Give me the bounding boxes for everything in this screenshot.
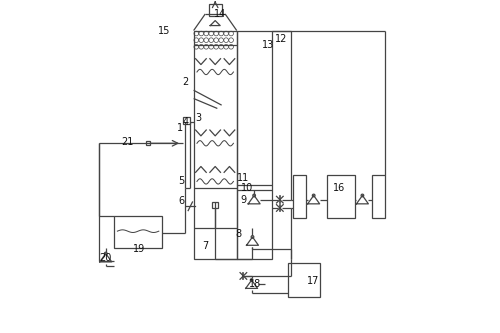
Text: 10: 10 xyxy=(240,183,253,193)
Bar xyxy=(372,175,385,218)
Bar xyxy=(208,4,222,16)
Text: 17: 17 xyxy=(307,276,319,286)
Bar xyxy=(288,263,320,297)
Text: 13: 13 xyxy=(262,41,274,51)
Text: 15: 15 xyxy=(158,26,170,36)
Bar xyxy=(293,175,306,218)
Text: 18: 18 xyxy=(249,279,261,289)
Bar xyxy=(236,31,272,259)
Bar xyxy=(212,202,218,207)
Text: 9: 9 xyxy=(240,195,246,205)
Text: 8: 8 xyxy=(236,229,242,239)
Bar xyxy=(146,141,150,145)
Text: 12: 12 xyxy=(276,34,287,44)
Text: 4: 4 xyxy=(183,117,189,127)
Text: 6: 6 xyxy=(178,196,184,206)
Text: 20: 20 xyxy=(100,253,112,263)
Text: 14: 14 xyxy=(214,9,226,19)
Bar xyxy=(327,175,355,218)
Text: 19: 19 xyxy=(133,244,145,254)
Text: 16: 16 xyxy=(334,183,345,193)
Bar xyxy=(194,31,236,259)
Text: 11: 11 xyxy=(237,173,250,183)
Text: 7: 7 xyxy=(202,241,208,251)
Text: 3: 3 xyxy=(196,114,202,124)
Bar xyxy=(182,117,190,124)
Text: 1: 1 xyxy=(176,123,183,133)
Text: 21: 21 xyxy=(121,137,134,147)
Text: 2: 2 xyxy=(182,77,188,87)
Text: 5: 5 xyxy=(178,176,184,186)
Bar xyxy=(114,216,162,248)
